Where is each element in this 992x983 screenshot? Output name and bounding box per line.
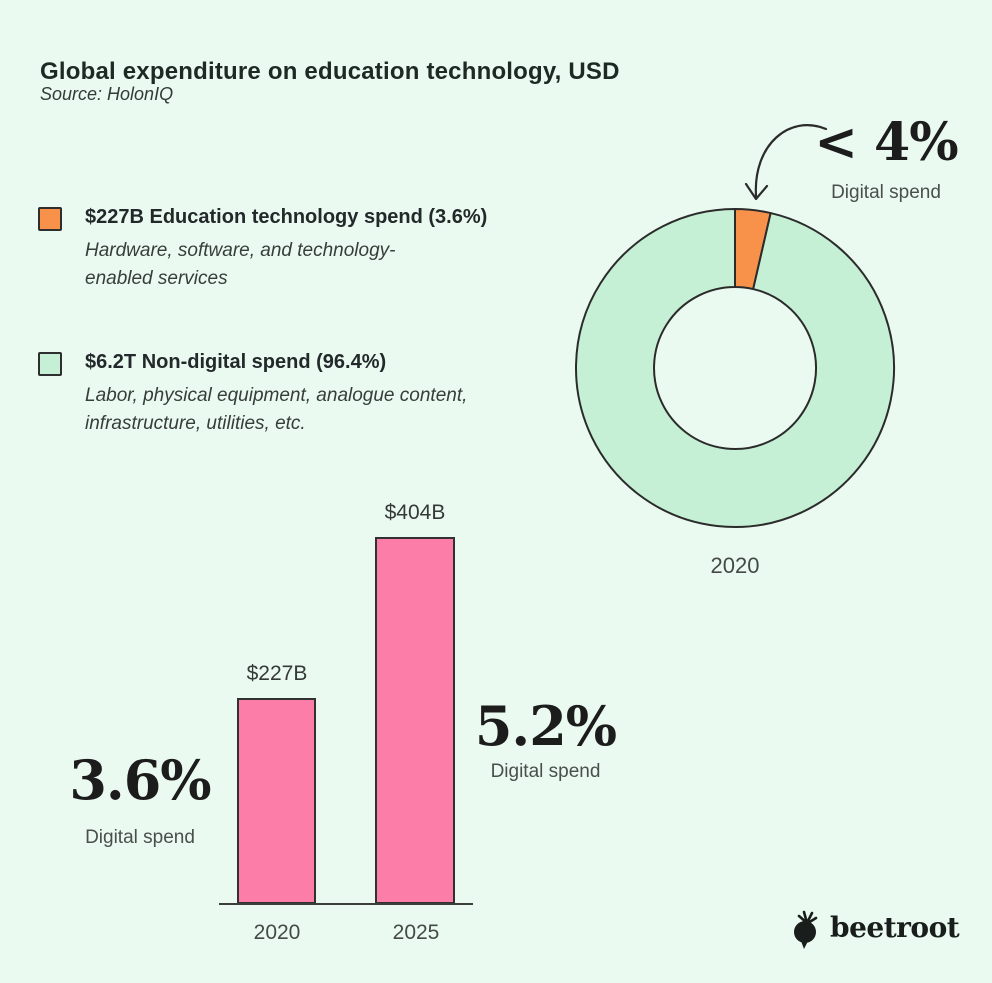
legend-swatch-nondigital (38, 352, 62, 376)
bar-year-label-2020: 2020 (253, 921, 301, 944)
donut-year-label: 2020 (710, 553, 760, 578)
bar-year-label-2025: 2025 (392, 921, 440, 944)
source-label: Source: HolonIQ (40, 84, 174, 104)
bar-2025 (375, 537, 455, 904)
brand-logo: beetroot (788, 903, 968, 951)
bar-value-label-2020: $227B (246, 662, 308, 685)
beetroot-icon (794, 910, 818, 949)
callout-arrow-icon (744, 124, 828, 201)
page-title: Global expenditure on education technolo… (40, 58, 620, 86)
pct-2020-value: 3.6% (69, 748, 211, 812)
bar-2020 (237, 698, 316, 904)
bar-axis-line (219, 903, 473, 905)
donut-slice-1 (575, 208, 895, 528)
bar-value-label-2025: $404B (384, 501, 446, 524)
donut-callout-label: Digital spend (831, 182, 941, 203)
pct-2025-value: 5.2% (474, 694, 617, 758)
legend-label-nondigital: $6.2T Non-digital spend (96.4%) (85, 351, 387, 373)
legend-label-edtech: $227B Education technology spend (3.6%) (85, 206, 488, 228)
pct-2020-caption: Digital spend (85, 827, 195, 848)
legend-desc-nondigital: Labor, physical equipment, analogue cont… (85, 382, 515, 438)
legend-desc-edtech-line2: enabled services (85, 268, 228, 289)
donut-callout-value: < 4% (814, 112, 958, 173)
legend-desc-nondigital-line1: Labor, physical equipment, analogue cont… (85, 385, 468, 406)
donut-chart (575, 208, 895, 528)
legend-desc-edtech: Hardware, software, and technology- enab… (85, 237, 515, 293)
legend-swatch-edtech (38, 207, 62, 231)
legend-desc-edtech-line1: Hardware, software, and technology- (85, 240, 396, 261)
legend-desc-nondigital-line2: infrastructure, utilities, etc. (85, 413, 306, 434)
brand-wordmark: beetroot (830, 910, 960, 944)
pct-2025-caption: Digital spend (490, 761, 601, 782)
